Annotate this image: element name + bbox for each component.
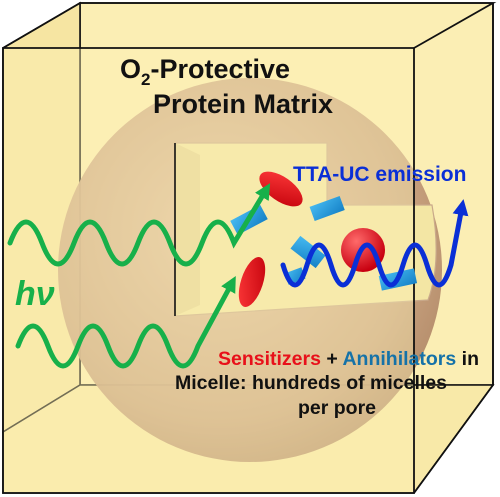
cutaway-shadow — [175, 143, 200, 316]
sensitizer-molecule — [238, 257, 266, 307]
annihilator-slab — [290, 235, 326, 269]
micelle-caption: Sensitizers + Annihilators in Micelle: h… — [175, 348, 479, 419]
sensitizer-molecule — [259, 171, 303, 207]
excitation-waves — [7, 183, 271, 369]
emission-wave — [280, 199, 469, 288]
excitation-wave — [15, 275, 236, 369]
emission-label: TTA-UC emission — [293, 163, 466, 186]
caption-line-1: Sensitizers + Annihilators in — [218, 348, 479, 370]
excitation-label: hν — [15, 275, 55, 313]
title-line-1: O2-Protective — [120, 54, 290, 89]
caption-line-2: Micelle: hundreds of micelles — [175, 372, 447, 394]
matrix-title: O2-Protective Protein Matrix — [120, 54, 333, 119]
cube-top-edge — [2, 2, 497, 49]
excitation-wave — [7, 183, 271, 267]
annihilators-label: Annihilators — [342, 348, 456, 370]
annihilators — [230, 195, 418, 291]
sensitizers-label: Sensitizers — [218, 348, 321, 370]
cube-right-edge — [413, 3, 494, 494]
caption-line-3: per pore — [298, 397, 376, 419]
title-line-2: Protein Matrix — [153, 89, 333, 119]
annihilator-slab — [309, 195, 345, 221]
